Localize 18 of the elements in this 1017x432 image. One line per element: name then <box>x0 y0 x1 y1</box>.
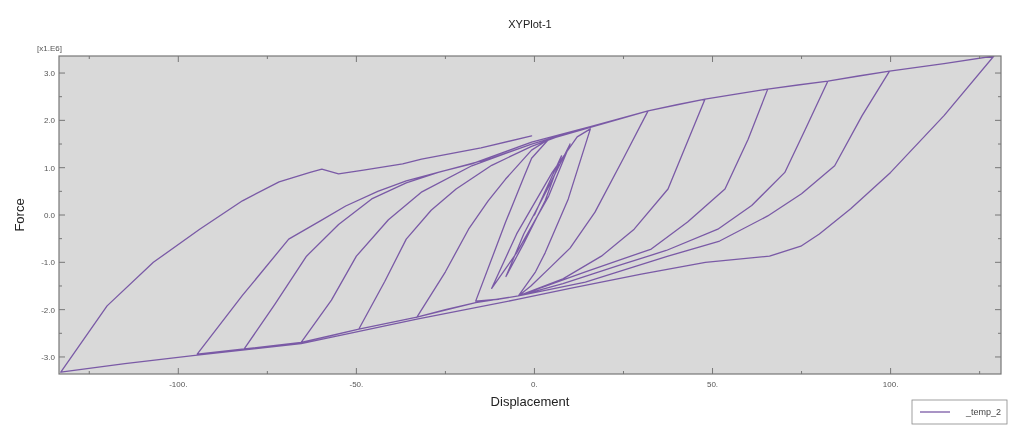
x-tick-label: 0. <box>531 380 538 389</box>
y-axis-title: Force <box>12 198 27 232</box>
y-tick-label: 2.0 <box>43 116 56 126</box>
y-tick-label: 0.0 <box>43 211 56 220</box>
x-tick-label: -50. <box>349 380 364 389</box>
x-axis-title: Displacement <box>490 394 570 409</box>
chart-title: XYPlot-1 <box>508 18 552 30</box>
y-tick-label: -2.0 <box>41 305 56 315</box>
line-series <box>60 56 995 373</box>
y-tick-label: -1.0 <box>41 258 56 268</box>
legend-label: _temp_2 <box>964 407 1001 417</box>
x-tick-label: -100. <box>169 380 188 389</box>
x-tick-label: 100. <box>882 380 899 389</box>
y-tick-label: -3.0 <box>41 352 56 362</box>
text: [x1.E6] <box>37 44 62 53</box>
y-tick-label: 3.0 <box>43 69 56 79</box>
y-tick-label: 1.0 <box>43 163 56 173</box>
x-tick-label: 50. <box>706 380 719 389</box>
